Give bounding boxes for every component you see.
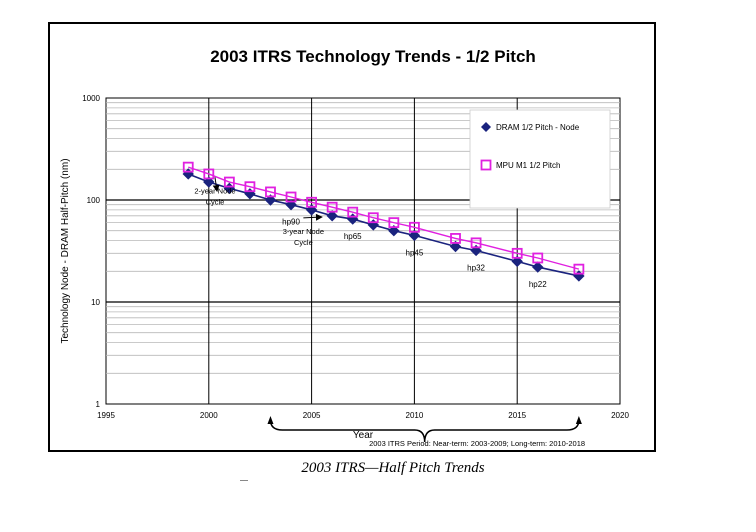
brace-arrow-left <box>267 416 274 424</box>
data-point-square <box>532 252 544 264</box>
figure-caption: 2003 ITRS—Half Pitch Trends <box>301 460 485 476</box>
data-point-diamond <box>326 210 338 222</box>
y-axis-label: Technology Node - DRAM Half-Pitch (nm) <box>60 158 71 343</box>
data-point-square <box>265 186 276 198</box>
legend-marker-square <box>480 159 492 171</box>
cycle-annotation-line: Cycle <box>206 197 225 206</box>
data-point-square <box>347 206 359 218</box>
legend-label-mpu: MPU M1 1/2 Pitch <box>496 161 560 170</box>
y-tick-label: 100 <box>87 196 101 205</box>
data-point-diamond <box>388 224 400 237</box>
data-point-diamond <box>203 176 215 188</box>
data-point-diamond <box>532 261 544 273</box>
period-note: 2003 ITRS Period: Near-term: 2003-2009; … <box>369 439 585 448</box>
data-point-square <box>450 233 461 244</box>
y-tick-label: 1 <box>96 400 101 409</box>
data-point-square <box>182 161 194 173</box>
legend-label-dram: DRAM 1/2 Pitch - Node <box>496 123 580 132</box>
y-tick-label: 1000 <box>82 94 100 103</box>
brace-arrow-right <box>575 416 582 424</box>
x-axis-label: Year <box>353 430 374 441</box>
series-mpu <box>182 161 585 275</box>
data-point-square <box>326 201 338 213</box>
data-point-square <box>388 217 400 229</box>
series-line <box>188 166 580 270</box>
data-point-square <box>203 168 215 180</box>
legend: DRAM 1/2 Pitch - Node MPU M1 1/2 Pitch <box>469 109 611 209</box>
cycle-annotation: 3-year Node Cycle <box>283 227 324 247</box>
cycle-annotation-line: 3-year Node <box>283 227 324 236</box>
data-point-square <box>367 212 379 224</box>
node-label-hp32: hp32 <box>467 263 485 272</box>
cycle-arrow-2yr <box>212 177 220 193</box>
caption-mark <box>240 480 248 481</box>
node-label-hp22: hp22 <box>529 280 547 289</box>
node-label-hp65: hp65 <box>344 232 362 241</box>
x-tick-label: 2020 <box>611 411 629 420</box>
data-point-square <box>470 237 482 249</box>
x-tick-label: 1995 <box>97 411 115 420</box>
y-tick-label: 10 <box>91 298 100 307</box>
cycle-annotation-line: 2-year Node <box>194 186 235 195</box>
data-point-diamond <box>511 255 523 268</box>
data-point-diamond <box>285 198 297 211</box>
x-tick-label: 2000 <box>200 411 218 420</box>
data-point-diamond <box>408 229 421 242</box>
chart: 2003 ITRS Technology Trends - 1/2 Pitch 1… <box>60 47 629 448</box>
data-point-square <box>306 196 318 208</box>
x-tick-label: 2010 <box>406 411 424 420</box>
x-tick-label: 2015 <box>508 411 526 420</box>
gridlines <box>106 98 620 404</box>
period-brace <box>269 419 580 443</box>
data-point-square <box>223 176 235 188</box>
cycle-arrow-3yr <box>303 213 323 221</box>
data-point-diamond <box>264 194 277 206</box>
chart-frame: 2003 ITRS Technology Trends - 1/2 Pitch 1… <box>48 22 656 452</box>
x-tick-label: 2005 <box>303 411 321 420</box>
data-point-square <box>244 181 256 193</box>
cycle-annotation-line: Cycle <box>294 238 313 247</box>
node-label-hp90: hp90 <box>282 218 300 227</box>
data-point-square <box>511 247 523 259</box>
node-label-hp45: hp45 <box>406 248 424 257</box>
data-point-square <box>573 263 585 275</box>
legend-marker-diamond <box>481 122 491 132</box>
data-point-square <box>408 221 420 233</box>
data-point-square <box>285 191 297 203</box>
legend-box <box>469 109 611 209</box>
data-point-diamond <box>449 240 462 253</box>
chart-title: 2003 ITRS Technology Trends - 1/2 Pitch <box>210 47 536 66</box>
